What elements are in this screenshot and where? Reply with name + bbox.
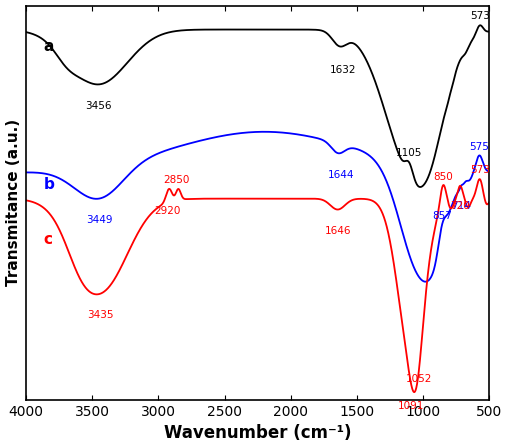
Text: 2920: 2920 (154, 206, 180, 215)
Text: 1646: 1646 (325, 226, 351, 236)
Text: 1091: 1091 (398, 401, 424, 411)
Text: 573: 573 (470, 11, 490, 21)
Text: 3456: 3456 (85, 101, 111, 111)
Text: a: a (43, 39, 54, 54)
Y-axis label: Transmitance (a.u.): Transmitance (a.u.) (6, 119, 20, 286)
Text: c: c (43, 232, 52, 247)
Text: 850: 850 (433, 172, 453, 181)
X-axis label: Wavenumber (cm⁻¹): Wavenumber (cm⁻¹) (164, 424, 352, 443)
Text: b: b (43, 177, 54, 192)
Text: 1105: 1105 (396, 148, 423, 158)
Text: 2850: 2850 (163, 175, 189, 185)
Text: 575: 575 (469, 142, 489, 152)
Text: 857: 857 (432, 211, 452, 221)
Text: 1052: 1052 (406, 374, 432, 384)
Text: 573: 573 (470, 165, 490, 176)
Text: 720: 720 (450, 201, 470, 211)
Text: 3449: 3449 (86, 215, 112, 225)
Text: 714: 714 (451, 201, 471, 211)
Text: 1632: 1632 (330, 65, 357, 75)
Text: 1644: 1644 (327, 170, 354, 180)
Text: 3435: 3435 (88, 310, 114, 320)
